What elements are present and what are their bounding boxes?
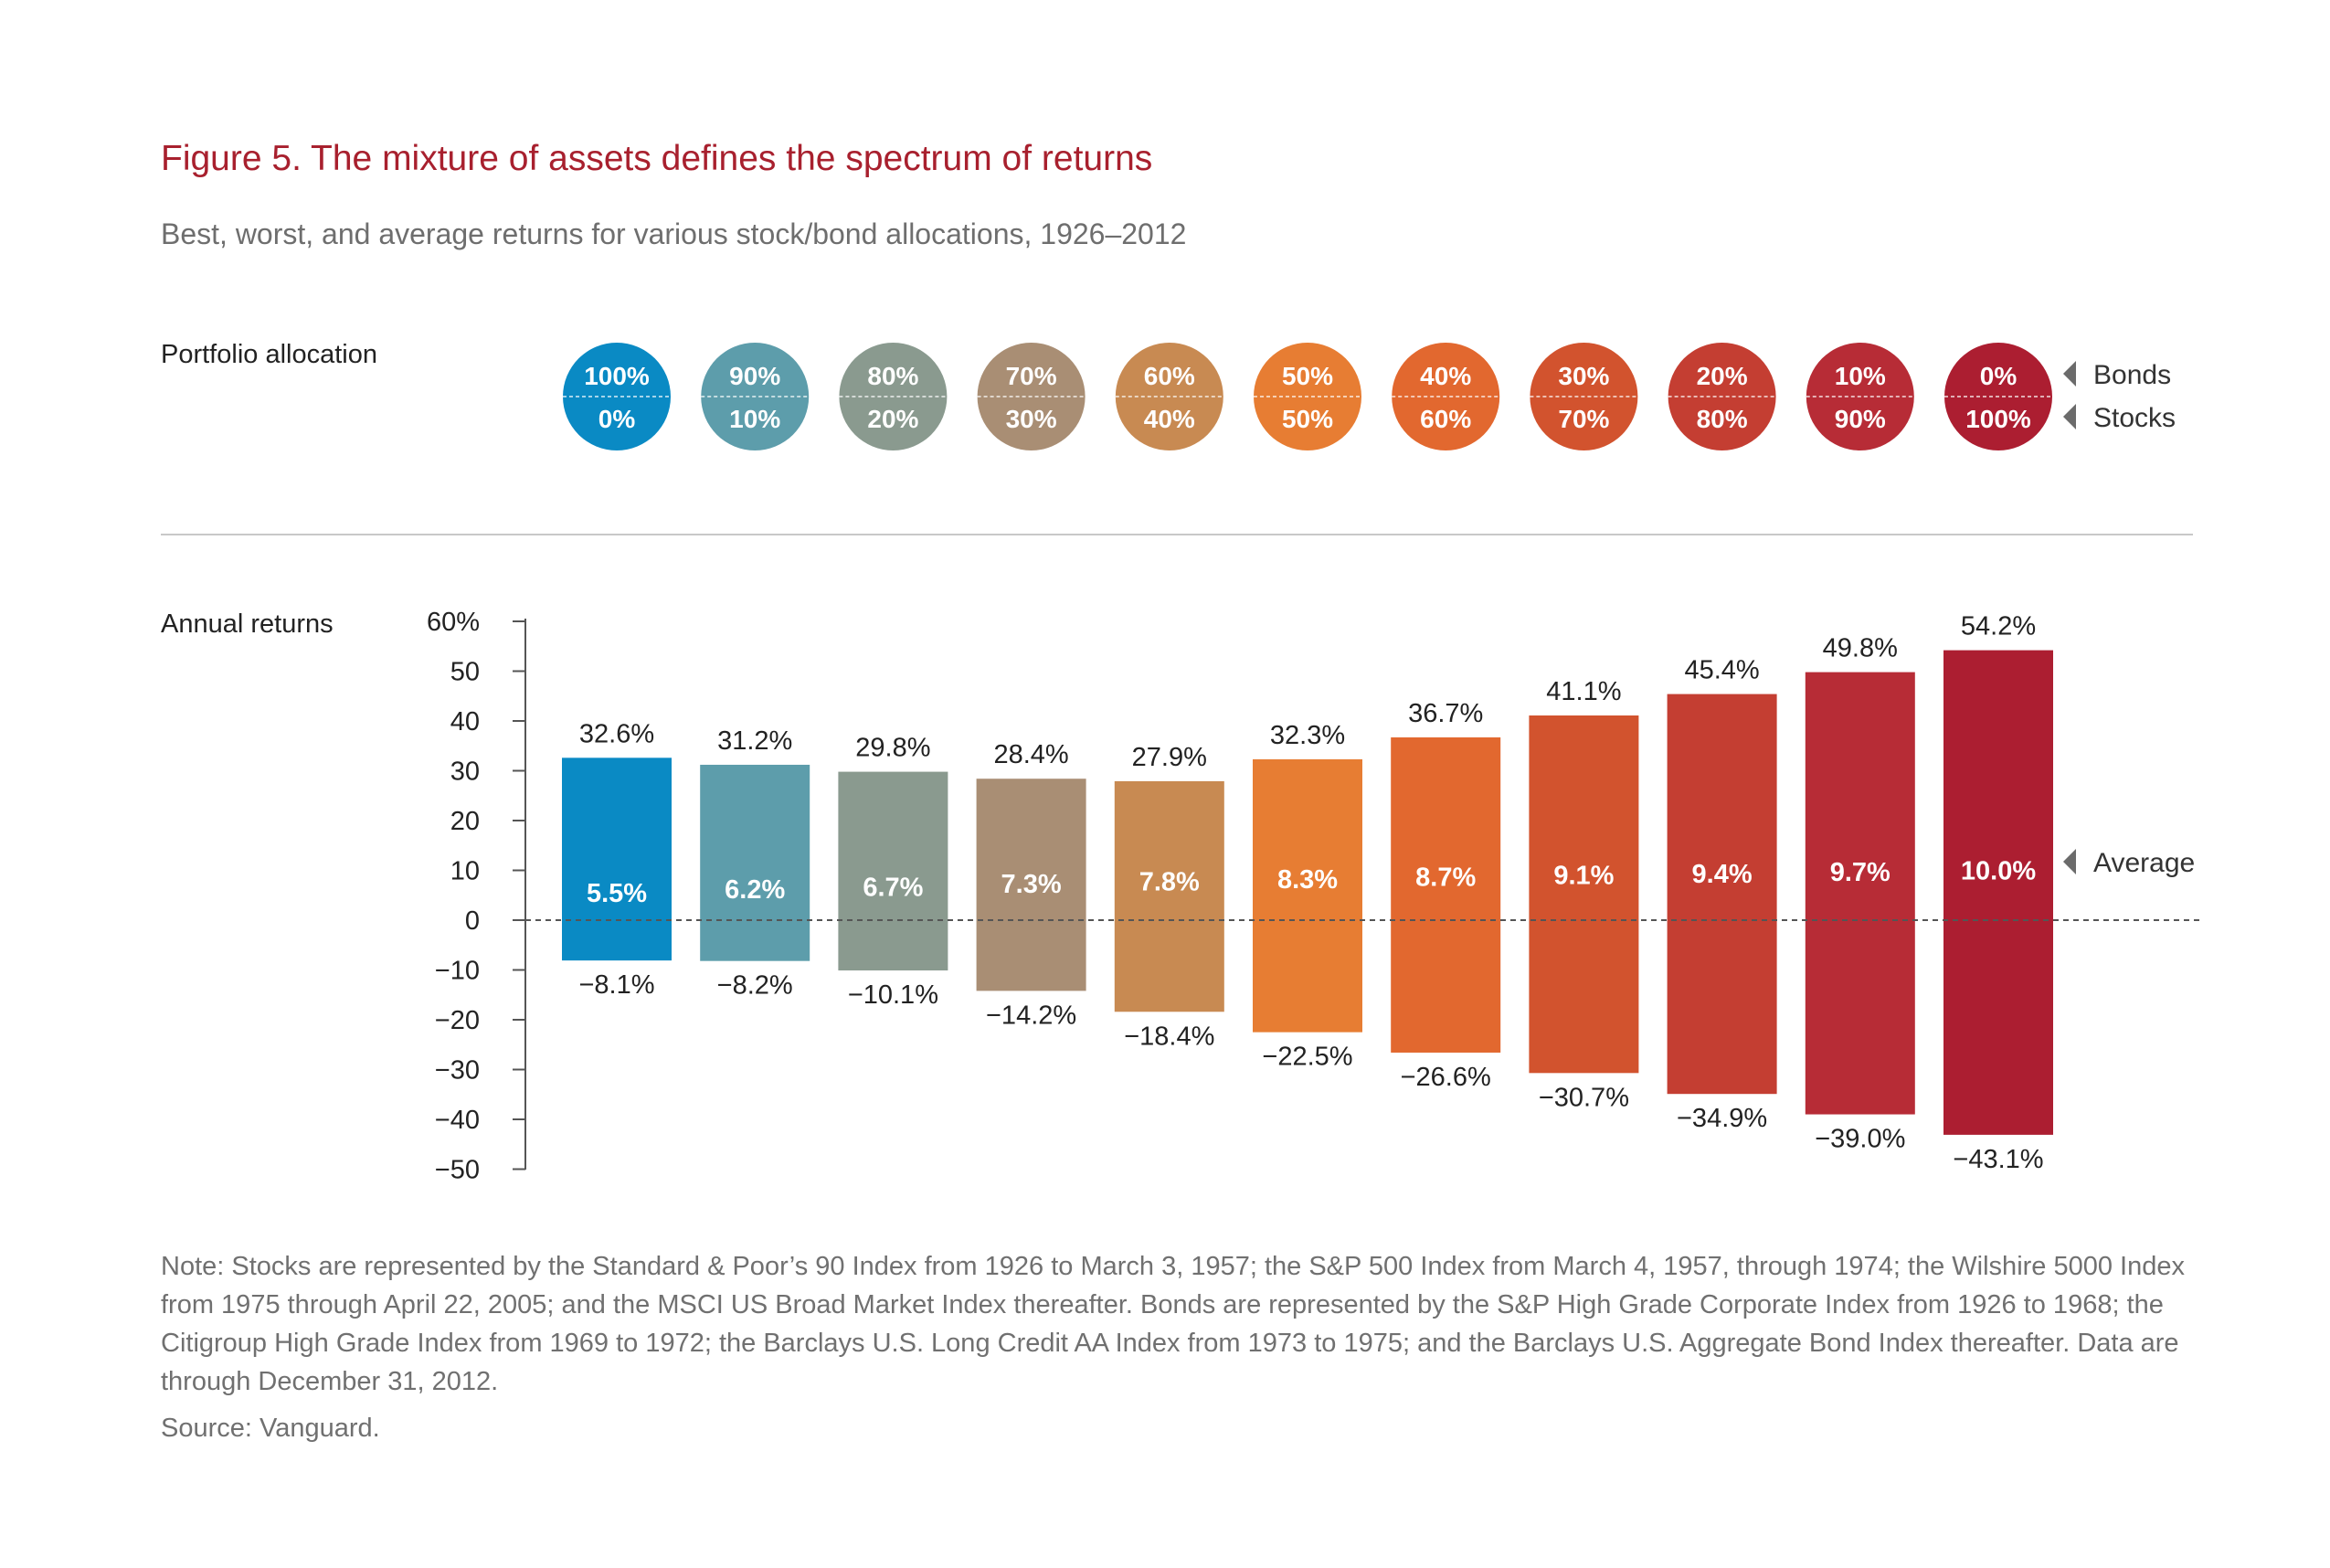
- average-value-label: 7.8%: [1139, 867, 1200, 896]
- bars: [562, 650, 2053, 1135]
- worst-value-label: −26.6%: [1401, 1063, 1491, 1092]
- worst-value-label: −8.2%: [717, 971, 793, 1001]
- worst-value-label: −18.4%: [1124, 1022, 1214, 1051]
- best-value-label: 27.9%: [1132, 743, 1207, 772]
- worst-value-label: −14.2%: [986, 1001, 1076, 1030]
- best-value-label: 54.2%: [1961, 612, 2036, 641]
- y-tick-label: −50: [435, 1156, 480, 1185]
- allocation-bonds-pct: 60%: [1144, 362, 1195, 390]
- range-bar: [700, 764, 810, 961]
- range-bar: [976, 779, 1086, 991]
- allocation-bonds-pct: 100%: [584, 362, 650, 390]
- y-tick-label: −30: [435, 1056, 480, 1086]
- range-bar: [1114, 780, 1224, 1012]
- allocation-stocks-pct: 100%: [1965, 405, 2031, 433]
- allocation-bonds-pct: 20%: [1697, 362, 1748, 390]
- figure-subtitle: Best, worst, and average returns for var…: [161, 217, 1187, 250]
- best-value-label: 41.1%: [1546, 677, 1621, 706]
- stocks-pointer-icon: [2063, 404, 2076, 429]
- bonds-pointer-icon: [2063, 361, 2076, 387]
- range-bar: [1943, 650, 2053, 1135]
- allocation-stocks-pct: 60%: [1420, 405, 1471, 433]
- range-bar: [1253, 758, 1362, 1033]
- average-value-label: 9.1%: [1553, 861, 1614, 890]
- average-legend-label: Average: [2093, 848, 2195, 878]
- worst-value-label: −10.1%: [848, 980, 938, 1010]
- y-tick-label: 20: [450, 807, 480, 836]
- best-value-label: 28.4%: [993, 740, 1068, 769]
- worst-value-label: −8.1%: [578, 970, 654, 1000]
- best-value-label: 36.7%: [1408, 699, 1483, 728]
- worst-value-label: −22.5%: [1262, 1043, 1352, 1072]
- y-tick-label: −10: [435, 957, 480, 986]
- allocation-bonds-pct: 90%: [729, 362, 780, 390]
- average-value-label: 10.0%: [1961, 857, 2036, 886]
- range-bar: [1529, 715, 1639, 1074]
- allocation-bonds-pct: 70%: [1006, 362, 1057, 390]
- best-value-label: 32.6%: [579, 719, 654, 748]
- y-axis-title: Annual returns: [161, 609, 334, 639]
- worst-value-label: −43.1%: [1953, 1145, 2043, 1174]
- portfolio-allocation-label: Portfolio allocation: [161, 340, 377, 369]
- y-tick-label: 0: [465, 906, 480, 936]
- best-value-label: 49.8%: [1823, 634, 1898, 663]
- y-tick-label: 30: [450, 758, 480, 787]
- bonds-legend-label: Bonds: [2093, 360, 2171, 390]
- average-value-label: 8.3%: [1277, 865, 1338, 895]
- best-value-label: 45.4%: [1684, 656, 1759, 685]
- average-value-label: 7.3%: [1001, 870, 1062, 899]
- allocation-stocks-pct: 50%: [1282, 405, 1333, 433]
- stocks-legend-label: Stocks: [2093, 403, 2176, 433]
- worst-value-label: −34.9%: [1677, 1104, 1767, 1133]
- allocation-bonds-pct: 80%: [867, 362, 918, 390]
- allocation-stocks-pct: 30%: [1006, 405, 1057, 433]
- chart-source: Source: Vanguard.: [161, 1414, 380, 1443]
- average-value-label: 6.2%: [725, 875, 785, 905]
- figure-title: Figure 5. The mixture of assets defines …: [161, 139, 1153, 178]
- average-value-label: 9.7%: [1830, 858, 1890, 887]
- average-value-label: 5.5%: [587, 879, 647, 908]
- y-tick-label: 10: [450, 857, 480, 886]
- bar-labels: 32.6% −8.1% 5.5% 31.2% −8.2% 6.2% 29.8% −10.1% 6…: [578, 612, 2043, 1174]
- allocation-stocks-pct: 40%: [1144, 405, 1195, 433]
- allocation-stocks-pct: 10%: [729, 405, 780, 433]
- worst-value-label: −30.7%: [1539, 1083, 1629, 1112]
- allocation-stocks-pct: 70%: [1558, 405, 1609, 433]
- allocation-bonds-pct: 50%: [1282, 362, 1333, 390]
- allocation-bonds-pct: 0%: [1980, 362, 2018, 390]
- range-bar: [1391, 736, 1501, 1053]
- allocation-stocks-pct: 90%: [1835, 405, 1886, 433]
- worst-value-label: −39.0%: [1815, 1125, 1905, 1154]
- y-tick-label: −20: [435, 1006, 480, 1035]
- allocation-stocks-pct: 20%: [867, 405, 918, 433]
- y-tick-label: 60%: [427, 608, 480, 637]
- average-value-label: 9.4%: [1692, 860, 1753, 889]
- average-value-label: 8.7%: [1415, 863, 1476, 893]
- allocation-bonds-pct: 40%: [1420, 362, 1471, 390]
- best-value-label: 29.8%: [855, 734, 930, 763]
- range-bar: [838, 771, 948, 971]
- allocation-stocks-pct: 80%: [1697, 405, 1748, 433]
- chart-note: Note: Stocks are represented by the Stan…: [161, 1252, 2185, 1396]
- allocation-circles: 100% 0% 90% 10% 80% 20% 70% 30% 60% 40% 50% 50% 40% 6…: [563, 343, 2052, 450]
- y-axis-ticks: 60% 50 40 30 20 10 0 −10 −20 −30 −40 −50: [427, 608, 525, 1185]
- best-value-label: 32.3%: [1270, 721, 1345, 750]
- y-tick-label: −40: [435, 1106, 480, 1135]
- allocation-bonds-pct: 30%: [1558, 362, 1609, 390]
- range-bar: [562, 758, 672, 961]
- y-tick-label: 50: [450, 658, 480, 687]
- allocation-stocks-pct: 0%: [598, 405, 636, 433]
- range-bar: [1805, 672, 1915, 1115]
- average-value-label: 6.7%: [863, 873, 923, 902]
- average-pointer-icon: [2063, 849, 2076, 874]
- range-bar: [1667, 694, 1777, 1095]
- y-tick-label: 40: [450, 707, 480, 736]
- best-value-label: 31.2%: [717, 726, 792, 756]
- allocation-bonds-pct: 10%: [1835, 362, 1886, 390]
